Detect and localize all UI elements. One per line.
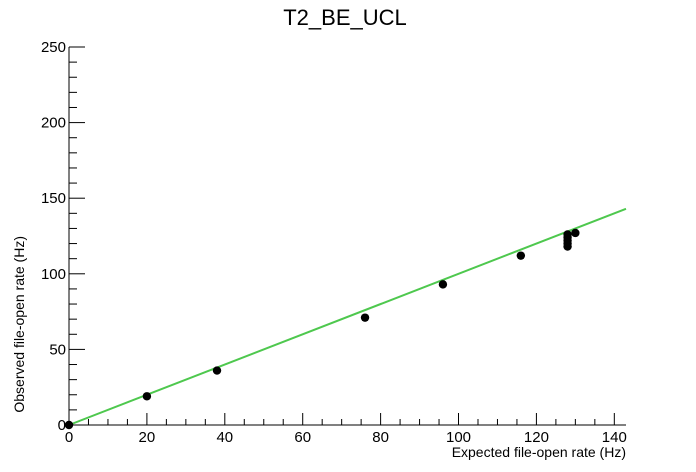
- data-point: [516, 251, 526, 260]
- x-tick-label: 80: [372, 429, 389, 446]
- fit-line-group: [68, 207, 627, 426]
- data-point: [438, 280, 448, 289]
- x-tick-label: 120: [524, 429, 549, 446]
- y-tick-label: 100: [41, 266, 66, 283]
- y-tick-label: 0: [58, 417, 66, 434]
- data-point: [360, 313, 370, 322]
- x-tick-label: 100: [446, 429, 471, 446]
- data-point: [563, 230, 572, 239]
- y-tick-label: 200: [41, 115, 66, 132]
- y-axis-label: Observed file-open rate (Hz): [11, 236, 27, 413]
- x-tick-label: 40: [216, 429, 233, 446]
- data-point: [571, 228, 580, 238]
- x-tick-label: 20: [139, 429, 156, 446]
- x-axis-ticks: 0 20 40 60 80 100 120 140: [65, 413, 627, 446]
- data-point: [142, 392, 152, 401]
- data-point: [212, 366, 222, 375]
- x-tick-label: 0: [65, 429, 73, 446]
- data-points: [64, 228, 580, 430]
- x-tick-label: 60: [294, 429, 311, 446]
- y-tick-label: 250: [41, 39, 66, 56]
- x-tick-label: 140: [602, 429, 627, 446]
- y-tick-label: 50: [49, 341, 66, 358]
- plot-axes: [68, 47, 626, 426]
- fit-line: [68, 207, 627, 426]
- y-axis-ticks: 0 50 100 150 200 250: [41, 39, 85, 434]
- data-point: [64, 420, 74, 430]
- y-tick-label: 150: [41, 190, 66, 207]
- x-axis-label: Expected file-open rate (Hz): [452, 444, 626, 460]
- chart-title: T2_BE_UCL: [283, 5, 407, 30]
